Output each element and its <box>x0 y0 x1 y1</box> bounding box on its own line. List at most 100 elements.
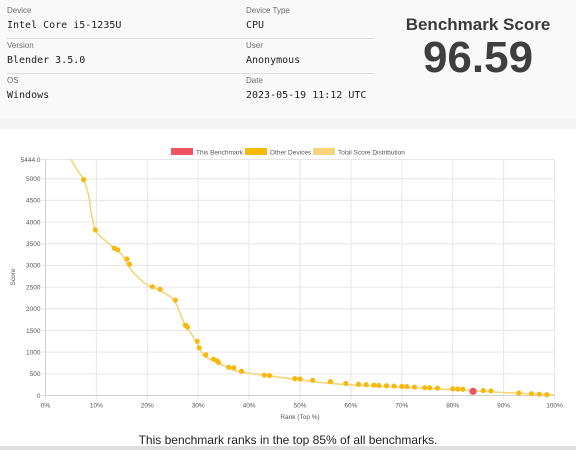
y-tick-label: 0 <box>37 393 41 400</box>
other-device-point[interactable] <box>391 383 397 389</box>
x-tick-label: 0% <box>41 403 51 410</box>
other-device-point[interactable] <box>310 377 316 383</box>
date-field: Date 2023-05-19 11:12 UTC <box>246 74 374 108</box>
user-label: User <box>246 41 263 50</box>
y-tick-label: 3500 <box>26 241 41 248</box>
other-device-point[interactable] <box>411 384 418 390</box>
y-tick-label: 1500 <box>26 328 41 335</box>
other-device-point[interactable] <box>126 261 133 267</box>
other-device-point[interactable] <box>231 365 237 371</box>
other-device-point[interactable] <box>261 372 267 378</box>
y-tick-label: 500 <box>30 371 41 378</box>
x-tick-label: 70% <box>395 403 408 410</box>
x-axis-ticks: 0% 10% 20% 30% 40% 50% 60% 70% 80% 90% 100% <box>41 403 563 410</box>
other-device-point[interactable] <box>124 256 130 262</box>
other-device-point[interactable] <box>455 386 461 392</box>
other-device-point[interactable] <box>327 379 334 385</box>
legend-label-other-devices: Other Devices <box>270 150 312 157</box>
y-tick-label: 5444.0 <box>21 157 41 164</box>
total-score-distribution-line <box>70 159 555 396</box>
other-device-point[interactable] <box>434 385 441 391</box>
y-axis-ticks: 0 500 1000 1500 2000 2500 3000 3500 4000 4500 5000… <box>21 157 41 400</box>
device-field: Device Intel Core i5-1235U <box>7 4 259 39</box>
other-device-point[interactable] <box>355 381 362 387</box>
legend-swatch-other-devices <box>245 148 267 155</box>
other-device-point[interactable] <box>528 391 535 397</box>
version-value: Blender 3.5.0 <box>7 55 86 66</box>
x-tick-label: 30% <box>192 403 205 410</box>
legend-label-total-score-distribution: Total Score Distribution <box>338 150 405 157</box>
other-device-point[interactable] <box>460 386 466 392</box>
y-tick-label: 2500 <box>26 284 41 291</box>
y-tick-label: 5000 <box>26 176 41 183</box>
other-device-point[interactable] <box>371 382 377 388</box>
other-device-point[interactable] <box>450 386 456 392</box>
device-value: Intel Core i5-1235U <box>7 20 122 31</box>
bottom-divider <box>0 446 576 450</box>
device-info-panel: Device Intel Core i5-1235U Version Blend… <box>0 0 576 118</box>
version-field: Version Blender 3.5.0 <box>7 39 259 74</box>
os-value: Windows <box>7 90 50 101</box>
y-axis-label: Score <box>10 268 17 285</box>
chart-series <box>70 159 555 398</box>
os-field: OS Windows <box>7 74 259 108</box>
legend-swatch-total-score-distribution <box>313 148 335 155</box>
other-device-point[interactable] <box>184 324 191 330</box>
y-tick-label: 2000 <box>26 306 41 313</box>
other-device-point[interactable] <box>544 392 550 398</box>
version-label: Version <box>7 41 34 50</box>
other-device-point[interactable] <box>427 385 433 391</box>
other-device-point[interactable] <box>81 177 87 183</box>
other-device-point[interactable] <box>399 383 405 389</box>
user-value: Anonymous <box>246 55 301 66</box>
other-device-point[interactable] <box>115 247 121 253</box>
other-device-point[interactable] <box>238 368 245 374</box>
legend-label-this-benchmark: This Benchmark <box>196 150 244 157</box>
other-device-point[interactable] <box>194 338 200 344</box>
y-tick-label: 1000 <box>26 349 41 356</box>
other-device-point[interactable] <box>92 227 98 233</box>
rank-caption: This benchmark ranks in the top 85% of a… <box>138 433 438 447</box>
device-type-label: Device Type <box>246 6 290 15</box>
x-tick-label: 50% <box>293 403 306 410</box>
device-type-value: CPU <box>246 20 265 31</box>
other-device-point[interactable] <box>266 372 273 379</box>
other-device-point[interactable] <box>363 382 369 388</box>
other-device-point[interactable] <box>196 345 202 351</box>
chart-card: This Benchmark Other Devices Total Score… <box>0 129 576 450</box>
other-device-point[interactable] <box>404 384 410 390</box>
x-tick-label: 60% <box>344 403 357 410</box>
legend-swatch-this-benchmark <box>171 148 193 155</box>
other-device-point[interactable] <box>215 359 222 366</box>
date-value: 2023-05-19 11:12 UTC <box>246 90 367 101</box>
other-device-point[interactable] <box>422 385 428 391</box>
x-tick-label: 40% <box>243 403 256 410</box>
x-tick-label: 100% <box>546 403 563 410</box>
other-device-point[interactable] <box>292 375 298 382</box>
other-device-point[interactable] <box>343 380 349 386</box>
chart-grid <box>41 159 555 400</box>
other-device-point[interactable] <box>488 388 494 394</box>
os-label: OS <box>7 76 19 85</box>
other-device-point[interactable] <box>172 297 178 303</box>
x-axis-label: Rank (Top %) <box>280 414 319 421</box>
other-device-point[interactable] <box>480 387 486 394</box>
this-benchmark-point[interactable] <box>469 387 477 395</box>
other-device-point[interactable] <box>383 383 390 389</box>
other-device-point[interactable] <box>149 284 155 290</box>
other-device-point[interactable] <box>297 376 303 382</box>
other-device-point[interactable] <box>203 352 209 358</box>
other-device-point[interactable] <box>157 286 163 292</box>
rank-distribution-chart: This Benchmark Other Devices Total Score… <box>10 148 563 421</box>
device-type-field: Device Type CPU <box>246 4 374 39</box>
other-device-point[interactable] <box>226 364 232 370</box>
other-device-point[interactable] <box>376 382 382 389</box>
benchmark-score-title: Benchmark Score <box>405 15 551 34</box>
date-label: Date <box>246 76 263 85</box>
x-tick-label: 20% <box>141 403 154 410</box>
x-tick-label: 10% <box>90 403 103 410</box>
chart-legend: This Benchmark Other Devices Total Score… <box>171 148 405 157</box>
other-device-point[interactable] <box>516 390 522 396</box>
other-device-point[interactable] <box>536 391 542 397</box>
y-tick-label: 4500 <box>26 198 41 205</box>
